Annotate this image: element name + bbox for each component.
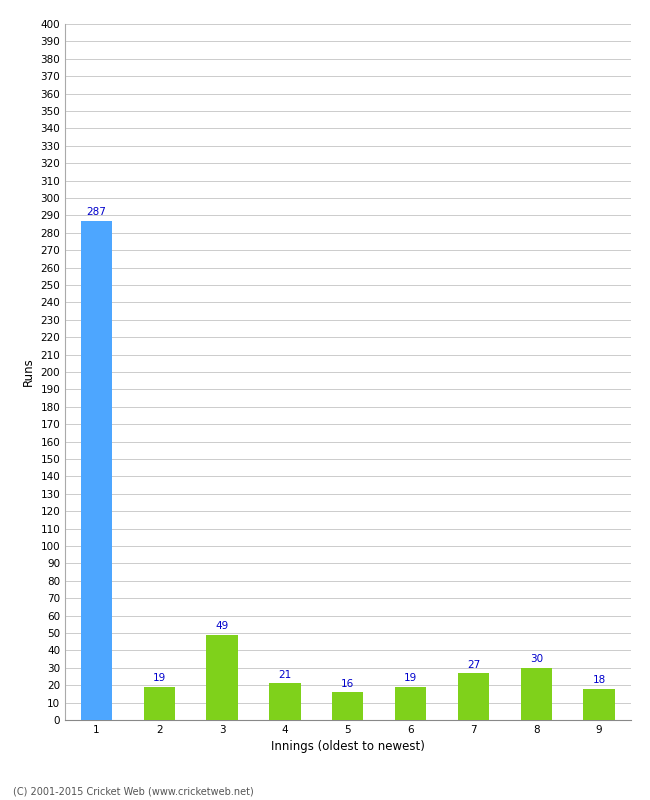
Bar: [584, 689, 615, 720]
X-axis label: Innings (oldest to newest): Innings (oldest to newest): [271, 741, 424, 754]
Text: 21: 21: [278, 670, 292, 680]
Text: 18: 18: [592, 675, 606, 685]
Bar: [332, 692, 363, 720]
Bar: [207, 634, 238, 720]
Text: 287: 287: [86, 207, 107, 217]
Bar: [395, 687, 426, 720]
Text: 16: 16: [341, 678, 354, 689]
Bar: [458, 673, 489, 720]
Text: 27: 27: [467, 659, 480, 670]
Y-axis label: Runs: Runs: [22, 358, 35, 386]
Bar: [521, 668, 552, 720]
Bar: [81, 221, 112, 720]
Bar: [269, 683, 300, 720]
Text: 49: 49: [215, 622, 229, 631]
Bar: [144, 687, 175, 720]
Text: 19: 19: [404, 674, 417, 683]
Text: (C) 2001-2015 Cricket Web (www.cricketweb.net): (C) 2001-2015 Cricket Web (www.cricketwe…: [13, 786, 254, 796]
Text: 19: 19: [153, 674, 166, 683]
Text: 30: 30: [530, 654, 543, 664]
